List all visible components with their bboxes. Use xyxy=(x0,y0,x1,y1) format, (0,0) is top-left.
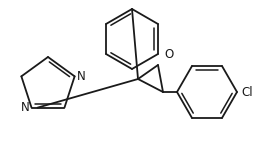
Text: O: O xyxy=(164,48,173,61)
Text: N: N xyxy=(77,70,85,83)
Text: Cl: Cl xyxy=(241,86,253,98)
Text: N: N xyxy=(21,101,30,114)
